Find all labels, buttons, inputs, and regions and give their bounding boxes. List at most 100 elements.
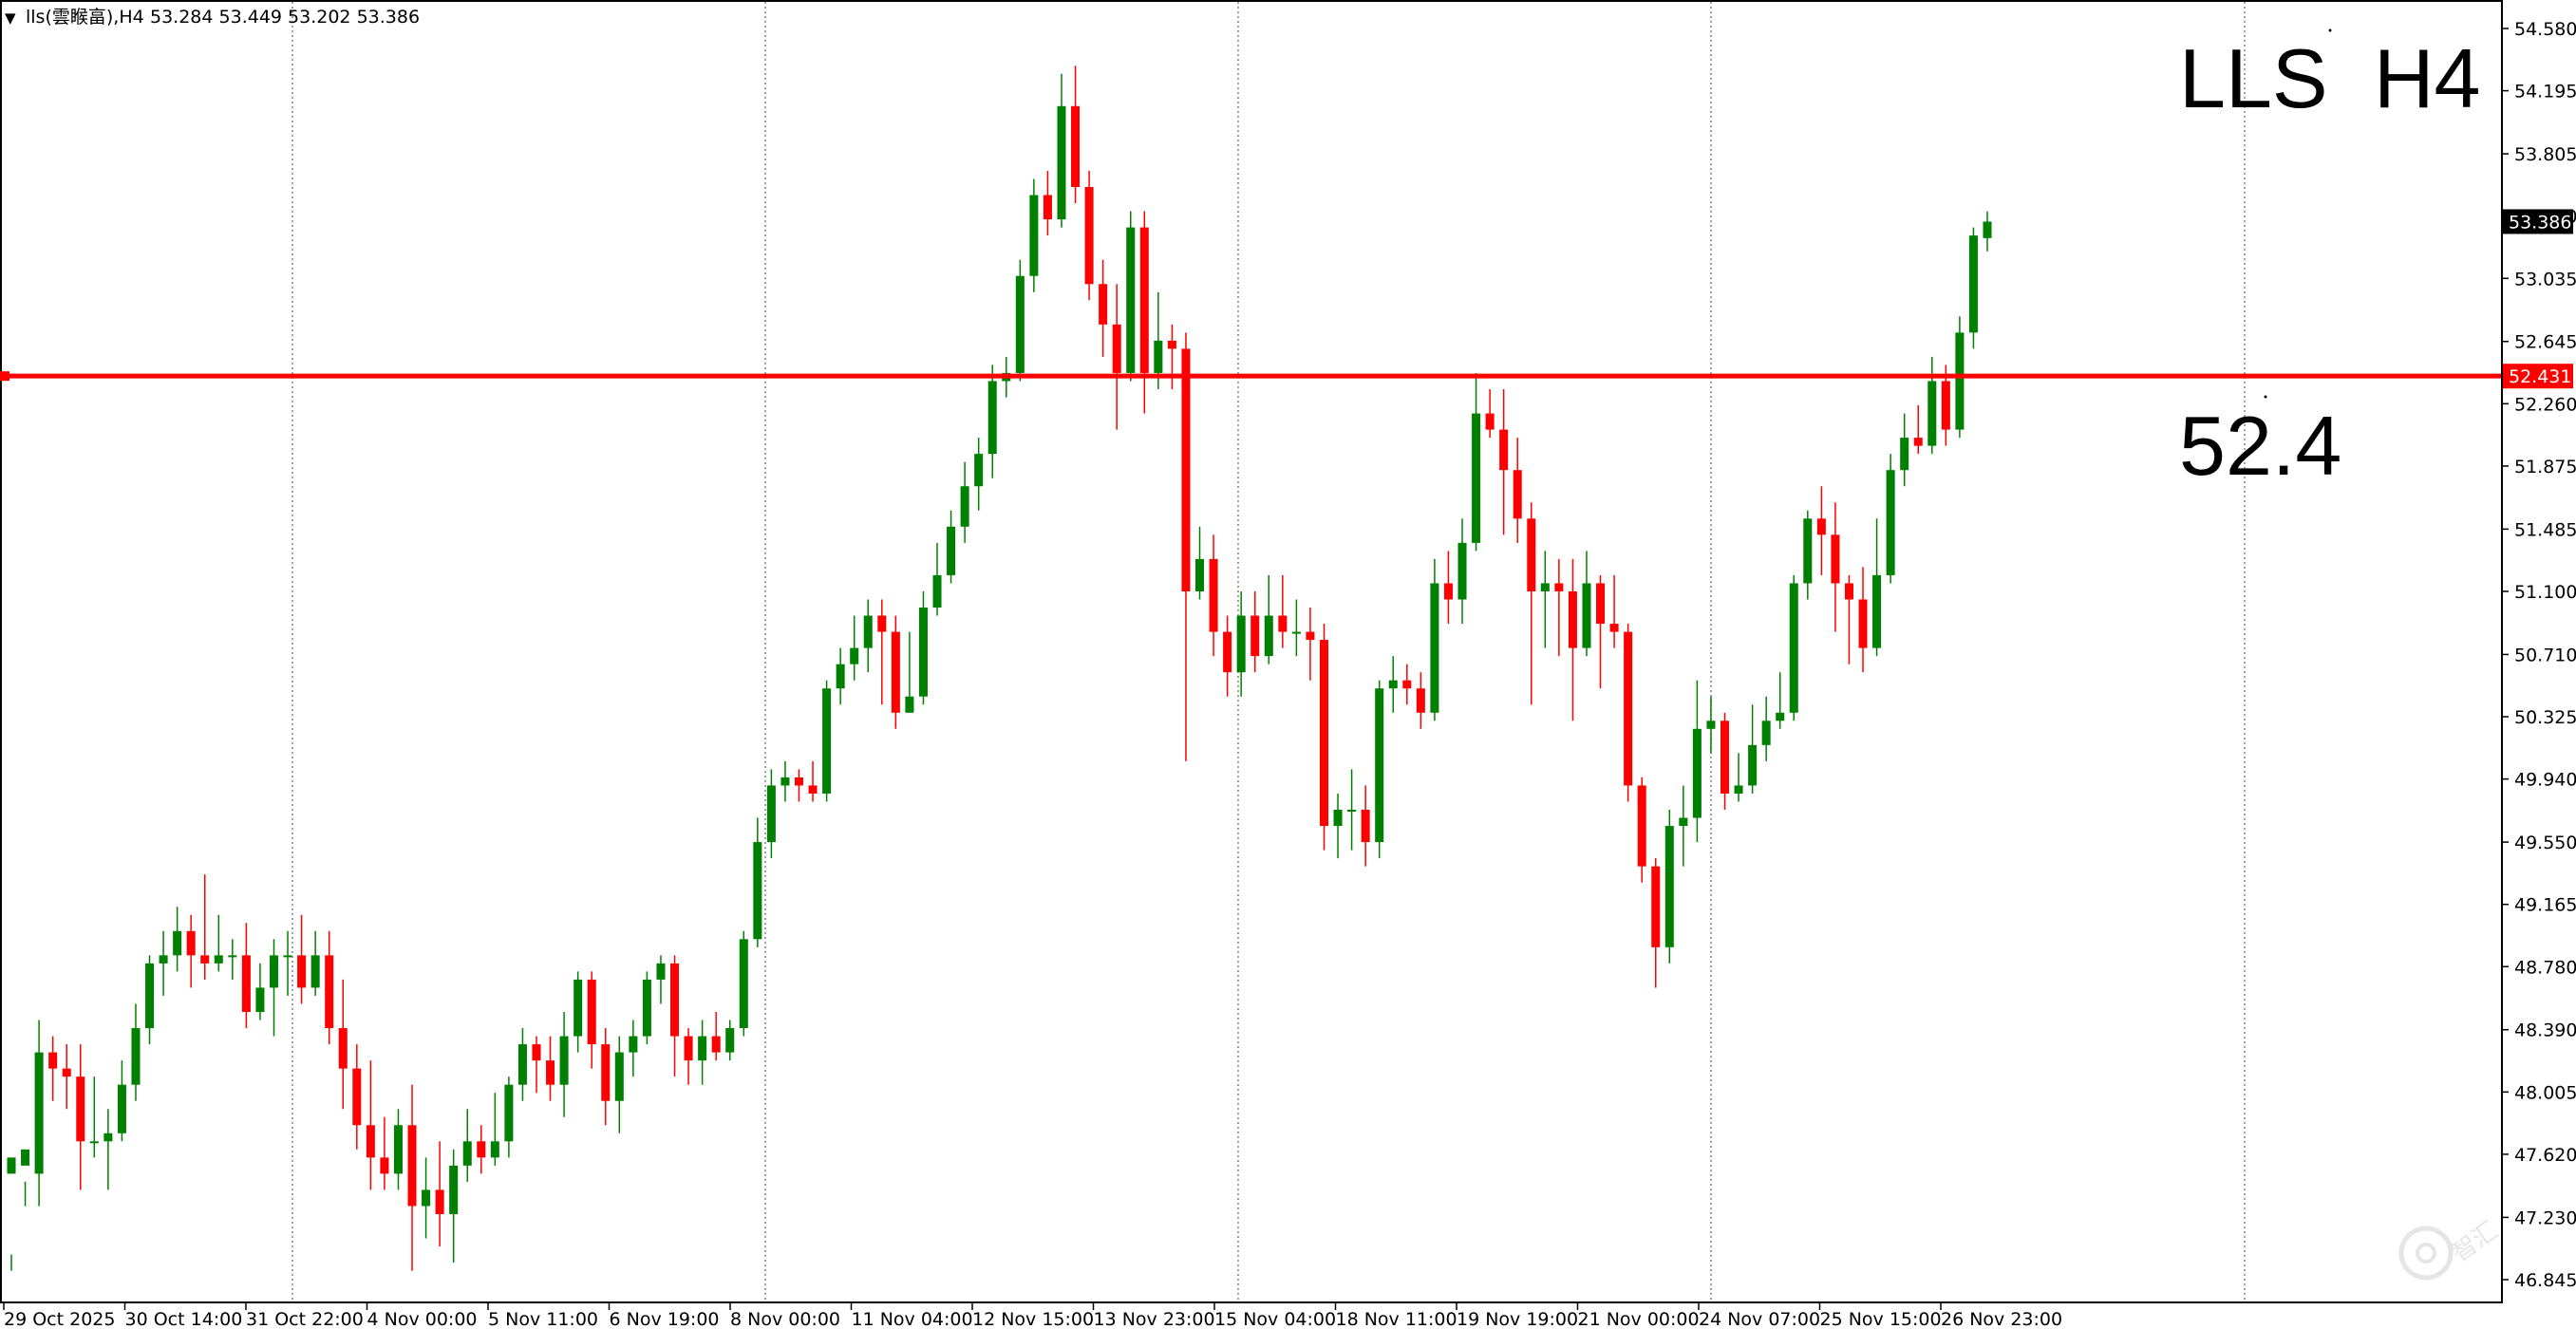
bear-candle (601, 1028, 611, 1126)
bear-candle (1402, 664, 1412, 705)
bear-candle (1499, 388, 1509, 535)
bull-candle (1734, 753, 1743, 802)
y-tick-label: 48.005 (2514, 1082, 2576, 1103)
candle-body (269, 955, 279, 988)
bull-candle (960, 461, 969, 543)
candle-body (1872, 574, 1882, 648)
candle-body (1209, 558, 1218, 632)
candle-body (380, 1157, 389, 1174)
bear-candle (380, 1116, 389, 1190)
candle-body (159, 955, 168, 964)
candle-body (7, 1157, 16, 1174)
candle-body (918, 608, 928, 697)
candle-body (449, 1165, 459, 1214)
candle-body (1043, 195, 1052, 220)
candle-body (1291, 631, 1301, 634)
bull-candle (517, 1028, 527, 1101)
bull-candle (393, 1109, 403, 1190)
price-tags: 53.386 52.431 (2503, 209, 2573, 389)
bear-candle (1181, 332, 1191, 761)
candle-body (587, 979, 596, 1045)
bear-candle (1139, 211, 1149, 414)
bear-candle (407, 1084, 417, 1271)
candle-body (1443, 583, 1453, 600)
bear-candle (1844, 574, 1853, 664)
candle-body (1968, 235, 1978, 333)
x-tick-label: 31 Oct 22:00 (246, 1309, 364, 1329)
candle-body (517, 1044, 527, 1085)
bull-candle (1748, 704, 1758, 794)
level-annotation: 52.4 (2179, 399, 2341, 493)
x-tick-label: 19 Nov 19:00 (1457, 1309, 1578, 1329)
candle-body (960, 486, 969, 527)
x-tick-label: 12 Nov 15:00 (972, 1309, 1094, 1329)
bull-candle (1015, 259, 1025, 382)
candle-body (393, 1125, 403, 1174)
candle-body (297, 955, 307, 988)
y-tick-label: 49.550 (2514, 833, 2576, 853)
candle-body (21, 1149, 30, 1166)
candle-body (1126, 227, 1136, 373)
bear-candle (1071, 66, 1081, 204)
candle-body (1554, 583, 1564, 591)
candle-body (435, 1189, 444, 1214)
candle-body (974, 454, 984, 487)
level-line-handle (0, 371, 9, 382)
candle-body (1416, 688, 1425, 713)
y-tick-label: 54.580 (2514, 19, 2576, 40)
bull-candle (1057, 73, 1066, 228)
candle-body (477, 1141, 486, 1158)
chart-menu-arrow[interactable]: ▼ (5, 9, 16, 27)
bear-candle (670, 955, 680, 1077)
candle-body (241, 955, 251, 1012)
bear-candle (1043, 170, 1052, 236)
candle-body (1941, 381, 1950, 430)
candle-body (1057, 105, 1066, 220)
bull-candle (1761, 696, 1771, 761)
bear-candle (1443, 551, 1453, 625)
bull-candle (131, 1003, 141, 1101)
candle-body (1112, 324, 1121, 373)
bull-candle (905, 631, 914, 713)
time-axis: 29 Oct 2025 30 Oct 14:00 31 Oct 22:00 4 Nov… (3, 1302, 2062, 1329)
x-tick-label: 21 Nov 00:00 (1578, 1309, 1700, 1329)
bear-candle (1568, 558, 1577, 721)
candle-body (1692, 728, 1702, 818)
candle-body (947, 526, 956, 575)
candle-body (338, 1028, 348, 1069)
candle-body (76, 1076, 85, 1142)
y-tick-label: 48.390 (2514, 1020, 2576, 1041)
bear-candle (1319, 624, 1328, 851)
bull-candle (228, 939, 237, 980)
bear-candle (1250, 590, 1260, 673)
candle-body (422, 1189, 431, 1207)
bull-candle (947, 510, 956, 584)
x-tick-label: 8 Nov 00:00 (730, 1309, 840, 1329)
y-tick-label: 53.805 (2514, 144, 2576, 165)
bear-candle (1278, 574, 1288, 648)
candle-body (1181, 348, 1191, 591)
bull-candle (1540, 551, 1550, 648)
candle-body (1679, 817, 1688, 827)
y-tick-label: 49.940 (2514, 770, 2576, 791)
candle-body (987, 381, 997, 455)
y-tick-label: 53.035 (2514, 269, 2576, 290)
bull-candle (822, 680, 832, 802)
candle-body (504, 1084, 514, 1142)
symbol-chinese: 雲睺畗 (52, 7, 106, 28)
candle-body (1913, 438, 1923, 446)
bull-candle (1126, 211, 1136, 382)
candle-body (642, 979, 651, 1037)
bear-candle (532, 1036, 541, 1094)
candle-body (1306, 631, 1315, 641)
horizontal-level[interactable] (0, 371, 2501, 382)
bull-candle (21, 1149, 30, 1207)
bear-candle (684, 1028, 693, 1085)
bull-candle (836, 647, 845, 705)
bull-candle (1706, 696, 1716, 754)
candle-body (1139, 227, 1149, 373)
candle-body (905, 696, 914, 713)
candle-body (1609, 624, 1619, 632)
candle-body (601, 1044, 611, 1101)
